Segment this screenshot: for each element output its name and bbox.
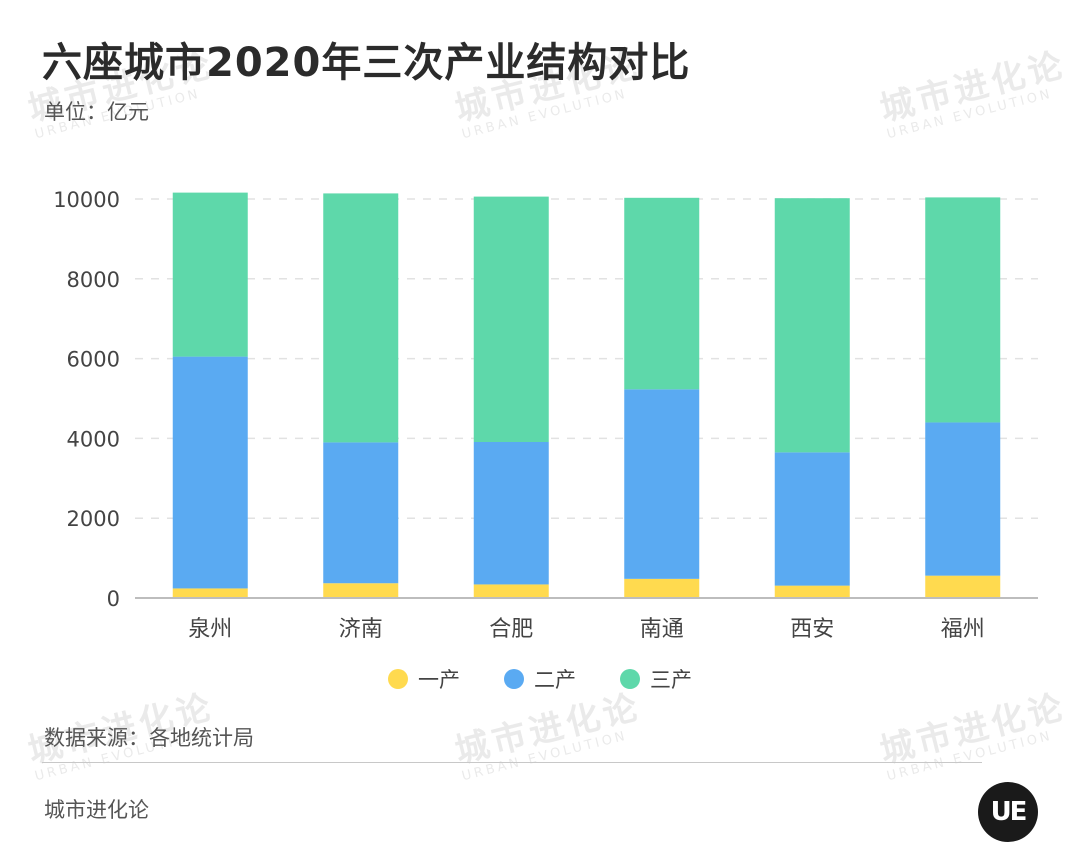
x-tick-label: 济南: [339, 617, 383, 642]
bar-segment: [624, 197, 700, 390]
legend-item-tertiary: 三产: [620, 664, 692, 694]
legend-item-primary: 一产: [388, 664, 460, 694]
y-tick-label: 2000: [67, 507, 120, 531]
bar-segment: [323, 442, 399, 584]
bar-segment: [925, 575, 1001, 598]
bar-segment: [323, 583, 399, 598]
y-tick-label: 10000: [53, 188, 120, 212]
y-tick-label: 4000: [67, 427, 120, 451]
legend: 一产 二产 三产: [0, 664, 1080, 694]
legend-swatch: [620, 669, 640, 689]
bar-segment: [473, 584, 549, 598]
brand-name: 城市进化论: [44, 798, 149, 822]
bar-segment: [624, 389, 700, 579]
x-tick-label: 西安: [790, 617, 834, 642]
bar-segment: [473, 196, 549, 442]
data-source: 数据来源：各地统计局: [44, 726, 254, 750]
bar-segment: [774, 198, 850, 453]
watermark: 城市进化论 URBAN EVOLUTION: [876, 686, 1071, 785]
x-tick-label: 福州: [941, 617, 985, 642]
bar-segment: [925, 197, 1001, 423]
x-tick-label: 南通: [640, 617, 684, 642]
x-tick-label: 合肥: [489, 617, 533, 642]
legend-label: 三产: [650, 668, 692, 692]
chart-title: 六座城市2020年三次产业结构对比: [42, 40, 691, 86]
y-tick-label: 0: [107, 587, 120, 611]
stacked-bar-chart: 0 2000 4000 6000 8000 10000 泉州 济南 合肥 南通 西安 福州: [53, 188, 1038, 642]
divider: [42, 762, 982, 763]
legend-label: 一产: [418, 668, 460, 692]
legend-swatch: [388, 669, 408, 689]
bar-segment: [172, 588, 248, 598]
bar-segment: [774, 585, 850, 598]
legend-item-secondary: 二产: [504, 664, 576, 694]
bar-segment: [323, 193, 399, 443]
bar-segment: [624, 578, 700, 598]
y-tick-label: 8000: [67, 268, 120, 292]
y-tick-label: 6000: [67, 348, 120, 372]
bar-segment: [172, 192, 248, 357]
watermark: 城市进化论 URBAN EVOLUTION: [451, 686, 646, 785]
x-tick-label: 泉州: [188, 617, 232, 642]
bar-segment: [925, 422, 1001, 576]
bar-segment: [172, 356, 248, 589]
legend-label: 二产: [534, 668, 576, 692]
legend-swatch: [504, 669, 524, 689]
bar-segment: [774, 452, 850, 586]
brand-logo: UE: [978, 782, 1038, 842]
bar-segment: [473, 441, 549, 585]
unit-label: 单位：亿元: [44, 100, 149, 124]
